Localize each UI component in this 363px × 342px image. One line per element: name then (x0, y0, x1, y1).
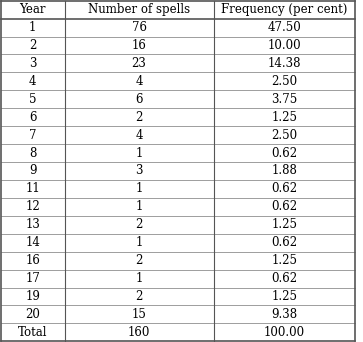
Text: 4: 4 (29, 75, 36, 88)
Text: 14: 14 (25, 236, 40, 249)
Text: 1: 1 (29, 21, 36, 34)
Text: 16: 16 (131, 39, 146, 52)
Text: Total: Total (18, 326, 47, 339)
Text: 23: 23 (131, 57, 146, 70)
Text: Year: Year (19, 3, 46, 16)
Text: 47.50: 47.50 (268, 21, 301, 34)
Text: 20: 20 (25, 308, 40, 321)
Text: 4: 4 (135, 129, 143, 142)
Text: 9: 9 (29, 165, 36, 177)
Text: 76: 76 (131, 21, 147, 34)
Text: 1.25: 1.25 (272, 254, 297, 267)
Text: 11: 11 (25, 182, 40, 195)
Text: 1.25: 1.25 (272, 290, 297, 303)
Text: 1: 1 (135, 147, 143, 160)
Text: 0.62: 0.62 (272, 200, 298, 213)
Text: 16: 16 (25, 254, 40, 267)
Text: 17: 17 (25, 272, 40, 285)
Text: 0.62: 0.62 (272, 182, 298, 195)
Text: 0.62: 0.62 (272, 236, 298, 249)
Text: 2.50: 2.50 (272, 75, 298, 88)
Text: 100.00: 100.00 (264, 326, 305, 339)
Text: 14.38: 14.38 (268, 57, 301, 70)
Text: 1: 1 (135, 236, 143, 249)
Text: Number of spells: Number of spells (88, 3, 190, 16)
Text: 2: 2 (135, 290, 143, 303)
Text: 8: 8 (29, 147, 36, 160)
Text: Frequency (per cent): Frequency (per cent) (221, 3, 348, 16)
Text: 13: 13 (25, 218, 40, 231)
Text: 12: 12 (25, 200, 40, 213)
Text: 2.50: 2.50 (272, 129, 298, 142)
Text: 2: 2 (29, 39, 36, 52)
Text: 15: 15 (131, 308, 146, 321)
Text: 0.62: 0.62 (272, 147, 298, 160)
Text: 1.25: 1.25 (272, 218, 297, 231)
Text: 1.88: 1.88 (272, 165, 297, 177)
Text: 3: 3 (29, 57, 36, 70)
Text: 1: 1 (135, 272, 143, 285)
Text: 19: 19 (25, 290, 40, 303)
Text: 0.62: 0.62 (272, 272, 298, 285)
Text: 5: 5 (29, 93, 36, 106)
Text: 160: 160 (128, 326, 150, 339)
Text: 6: 6 (29, 111, 36, 124)
Text: 1.25: 1.25 (272, 111, 297, 124)
Text: 7: 7 (29, 129, 36, 142)
Text: 3.75: 3.75 (271, 93, 298, 106)
Text: 1: 1 (135, 182, 143, 195)
Text: 2: 2 (135, 111, 143, 124)
Text: 10.00: 10.00 (268, 39, 301, 52)
Text: 1: 1 (135, 200, 143, 213)
Text: 6: 6 (135, 93, 143, 106)
Text: 3: 3 (135, 165, 143, 177)
Text: 4: 4 (135, 75, 143, 88)
Text: 2: 2 (135, 218, 143, 231)
Text: 9.38: 9.38 (272, 308, 298, 321)
Text: 2: 2 (135, 254, 143, 267)
